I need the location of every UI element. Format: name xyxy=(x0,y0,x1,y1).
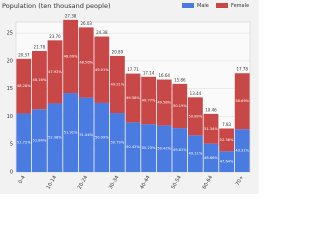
chart: Population (ten thousand people) 0 5 10 15 2… xyxy=(0,0,259,194)
total-label: 17.14 xyxy=(143,70,155,75)
percent-label: 48.56% xyxy=(79,61,93,65)
total-label: 17.71 xyxy=(127,67,139,72)
percent-label: 43.31% xyxy=(235,149,249,153)
percent-label: 52.08% xyxy=(48,136,62,140)
percent-label: 56.69% xyxy=(235,99,249,103)
bar-segment xyxy=(234,73,250,130)
percent-label: 51.72% xyxy=(17,141,31,145)
percent-label: 49.81% xyxy=(173,148,187,152)
bar-segment xyxy=(188,135,203,172)
bar-segment xyxy=(16,113,32,172)
bar-segment xyxy=(110,55,125,114)
total-label: 10.46 xyxy=(205,107,217,112)
total-label: 7.83 xyxy=(222,122,231,127)
bar-segment xyxy=(63,93,78,172)
bar-segment xyxy=(234,129,250,172)
bar-segment xyxy=(47,103,63,172)
y-tick-label: 10 xyxy=(7,114,13,120)
percent-label: 51.34% xyxy=(204,127,218,131)
bar-segment xyxy=(219,128,234,152)
total-label: 17.78 xyxy=(236,67,248,72)
total-label: 21.78 xyxy=(34,45,46,50)
total-label: 27.38 xyxy=(65,13,77,18)
y-tick-label: 5 xyxy=(10,142,13,148)
bar-segment xyxy=(156,79,172,126)
x-tick-label: 0-4 xyxy=(18,175,27,185)
percent-label: 49.77% xyxy=(142,98,156,102)
total-label: 24.38 xyxy=(96,30,108,35)
percent-label: 51.91% xyxy=(64,131,78,135)
total-label: 15.86 xyxy=(174,77,186,82)
percent-label: 51.44% xyxy=(79,133,93,137)
bar-segment xyxy=(94,36,110,103)
y-tick-label: 15 xyxy=(7,86,13,92)
y-tick-label: 0 xyxy=(10,170,13,176)
bar-segment xyxy=(219,151,234,172)
bar-segment xyxy=(156,125,172,172)
bar-segment xyxy=(172,128,188,172)
percent-label: 49.58% xyxy=(157,100,171,104)
percent-label: 48.66% xyxy=(204,156,218,160)
bar-segment xyxy=(78,27,94,98)
percent-label: 50.42% xyxy=(126,145,140,149)
percent-label: 47.92% xyxy=(48,70,62,74)
percent-label: 50.19% xyxy=(173,104,187,108)
percent-label: 49.58% xyxy=(126,96,140,100)
bar-segment xyxy=(32,109,47,172)
percent-label: 48.09% xyxy=(64,54,78,58)
legend-label: Male xyxy=(197,3,209,9)
bar-segment xyxy=(125,122,141,172)
bar-segment xyxy=(78,97,94,172)
bar-segment xyxy=(125,73,141,123)
legend-swatch xyxy=(182,3,194,8)
y-tick-label: 20 xyxy=(7,58,13,64)
percent-label: 50.79% xyxy=(111,141,125,145)
chart-title: Population (ten thousand people) xyxy=(2,2,111,10)
total-label: 13.44 xyxy=(190,91,202,96)
percent-label: 50.23% xyxy=(142,146,156,150)
percent-label: 48.16% xyxy=(33,78,47,82)
bar-segment xyxy=(172,83,188,129)
legend-label: Female xyxy=(231,3,249,9)
bar-segment xyxy=(110,113,125,172)
total-label: 20.37 xyxy=(18,52,30,57)
total-label: 16.64 xyxy=(158,73,170,78)
bar-segment xyxy=(32,51,47,110)
bar-segment xyxy=(141,124,156,172)
percent-label: 50.89% xyxy=(189,114,203,118)
bar-segment xyxy=(47,40,63,104)
percent-label: 48.28% xyxy=(17,84,31,88)
percent-label: 51.84% xyxy=(33,139,47,143)
bar-segment xyxy=(141,76,156,125)
y-tick-label: 25 xyxy=(7,31,13,37)
bar-segment xyxy=(188,97,203,136)
percent-label: 49.21% xyxy=(111,83,125,87)
legend-swatch xyxy=(216,3,228,8)
bar-segment xyxy=(63,19,78,94)
percent-label: 47.64% xyxy=(220,160,234,164)
bar-segment xyxy=(203,113,219,144)
bar-segment xyxy=(16,58,32,114)
percent-label: 49.11% xyxy=(189,152,203,156)
percent-label: 50.99% xyxy=(95,135,109,139)
total-label: 26.03 xyxy=(80,21,92,26)
total-label: 20.89 xyxy=(112,49,124,54)
bar-segment xyxy=(203,143,219,172)
total-label: 23.70 xyxy=(49,34,61,39)
bar-segment xyxy=(94,102,110,172)
percent-label: 49.01% xyxy=(95,68,109,72)
percent-label: 52.36% xyxy=(220,138,234,142)
x-tick-label: 70+ xyxy=(235,175,245,187)
percent-label: 50.42% xyxy=(157,147,171,151)
